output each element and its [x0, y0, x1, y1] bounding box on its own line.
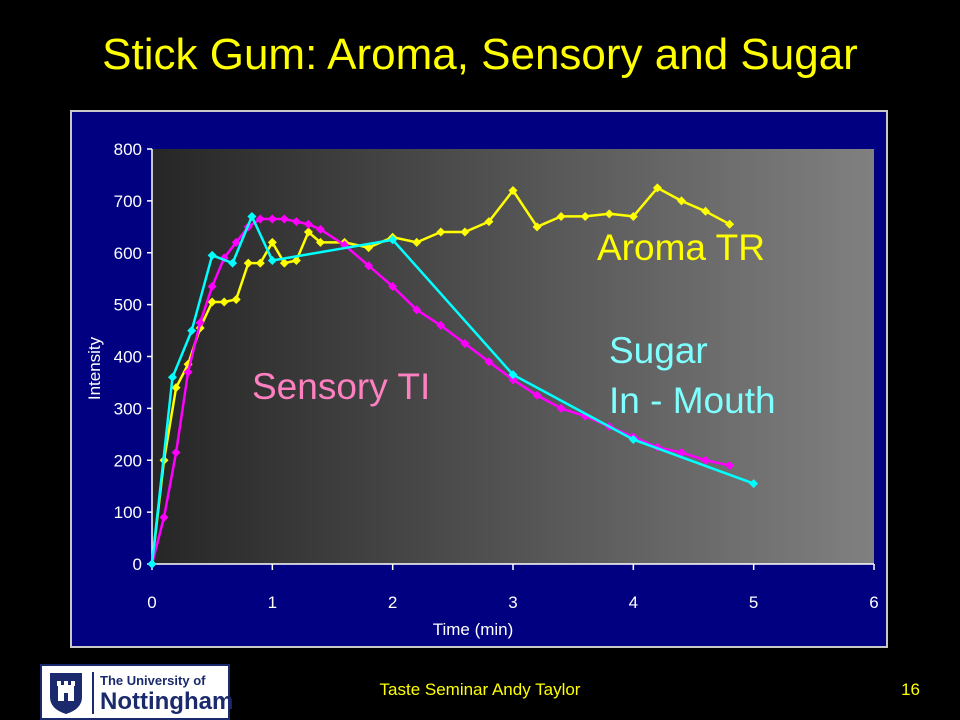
- data-point: [484, 357, 494, 367]
- data-point: [532, 390, 542, 400]
- x-tick-label: 5: [749, 593, 758, 612]
- data-point: [228, 258, 238, 268]
- series-annotation-label: Sugar: [609, 330, 708, 371]
- logo-text-line2: Nottingham: [100, 688, 234, 715]
- data-point: [187, 326, 197, 336]
- data-point: [207, 250, 217, 260]
- logo-text-line1: The University of: [100, 673, 206, 688]
- data-point: [195, 318, 205, 328]
- y-tick-label: 0: [133, 555, 142, 574]
- data-point: [219, 297, 229, 307]
- data-point: [207, 281, 217, 291]
- data-point: [484, 217, 494, 227]
- y-tick-label: 500: [114, 296, 142, 315]
- data-point: [628, 435, 638, 444]
- slide-title: Stick Gum: Aroma, Sensory and Sugar: [102, 30, 858, 79]
- data-point: [508, 375, 518, 385]
- y-tick-label: 200: [114, 451, 142, 470]
- data-point: [388, 235, 398, 245]
- line-chart: 0 100 200 300 400 500 600 700 800 0 1 2 3 4 5 6 Time (mi…: [85, 140, 879, 639]
- data-point: [231, 237, 241, 247]
- data-point: [556, 211, 566, 221]
- data-point: [725, 219, 735, 229]
- data-point: [315, 237, 325, 247]
- data-point: [676, 447, 686, 457]
- series-annotation-label: Aroma TR: [597, 227, 765, 268]
- data-point: [171, 447, 181, 457]
- data-point: [159, 512, 169, 522]
- x-tick-label: 0: [147, 593, 156, 612]
- data-point: [749, 479, 759, 489]
- series-annotation-label: In - Mouth: [609, 380, 776, 421]
- data-point: [604, 209, 614, 219]
- data-point: [412, 305, 422, 315]
- data-point: [183, 367, 193, 377]
- data-point: [532, 222, 542, 232]
- x-tick-label: 3: [508, 593, 517, 612]
- data-point: [315, 224, 325, 234]
- footer-text: Taste Seminar Andy Taylor: [379, 680, 581, 699]
- x-tick-label: 1: [268, 593, 277, 612]
- data-point: [460, 339, 470, 349]
- data-point: [652, 183, 662, 193]
- data-point: [725, 460, 735, 470]
- data-point: [412, 237, 422, 247]
- data-point: [303, 219, 313, 229]
- logo-divider: [92, 672, 94, 714]
- x-tick-label: 2: [388, 593, 397, 612]
- data-point: [556, 403, 566, 413]
- series-2: [147, 211, 759, 569]
- chart-frame: 0 100 200 300 400 500 600 700 800 0 1 2 3 4 5 6 Time (mi…: [70, 110, 888, 648]
- data-point: [167, 372, 177, 382]
- data-point: [267, 237, 277, 247]
- y-tick-label: 800: [114, 140, 142, 159]
- plot-area: [152, 149, 874, 564]
- university-crest-icon: [50, 673, 82, 714]
- series-0: [147, 183, 735, 569]
- x-tick-label: 4: [629, 593, 638, 612]
- data-point: [279, 258, 289, 268]
- x-tick-label: 6: [869, 593, 878, 612]
- data-point: [628, 211, 638, 221]
- data-point: [701, 455, 711, 465]
- data-point: [247, 211, 257, 221]
- page-number: 16: [901, 680, 920, 699]
- data-point: [171, 383, 181, 393]
- data-point: [243, 258, 253, 268]
- data-point: [291, 256, 301, 266]
- y-axis-title: Intensity: [85, 336, 104, 400]
- data-point: [436, 227, 446, 237]
- data-point: [303, 227, 313, 237]
- data-point: [580, 211, 590, 221]
- y-tick-label: 100: [114, 503, 142, 522]
- data-point: [231, 294, 241, 304]
- data-point: [267, 214, 277, 224]
- data-point: [460, 227, 470, 237]
- data-point: [436, 320, 446, 330]
- university-logo: The University of Nottingham: [40, 664, 234, 720]
- data-point: [207, 297, 217, 307]
- data-point: [147, 559, 157, 569]
- y-tick-label: 300: [114, 399, 142, 418]
- data-point: [676, 196, 686, 206]
- data-point: [364, 261, 374, 271]
- data-point: [183, 359, 193, 369]
- series-annotation-label: Sensory TI: [252, 366, 430, 407]
- data-point: [508, 370, 518, 380]
- data-point: [267, 256, 277, 266]
- data-point: [388, 281, 398, 291]
- x-axis-title: Time (min): [433, 620, 514, 639]
- y-tick-label: 400: [114, 348, 142, 367]
- y-tick-label: 700: [114, 192, 142, 211]
- data-point: [508, 186, 518, 195]
- data-point: [701, 206, 711, 216]
- y-tick-label: 600: [114, 244, 142, 263]
- data-point: [291, 217, 301, 227]
- data-point: [279, 214, 289, 224]
